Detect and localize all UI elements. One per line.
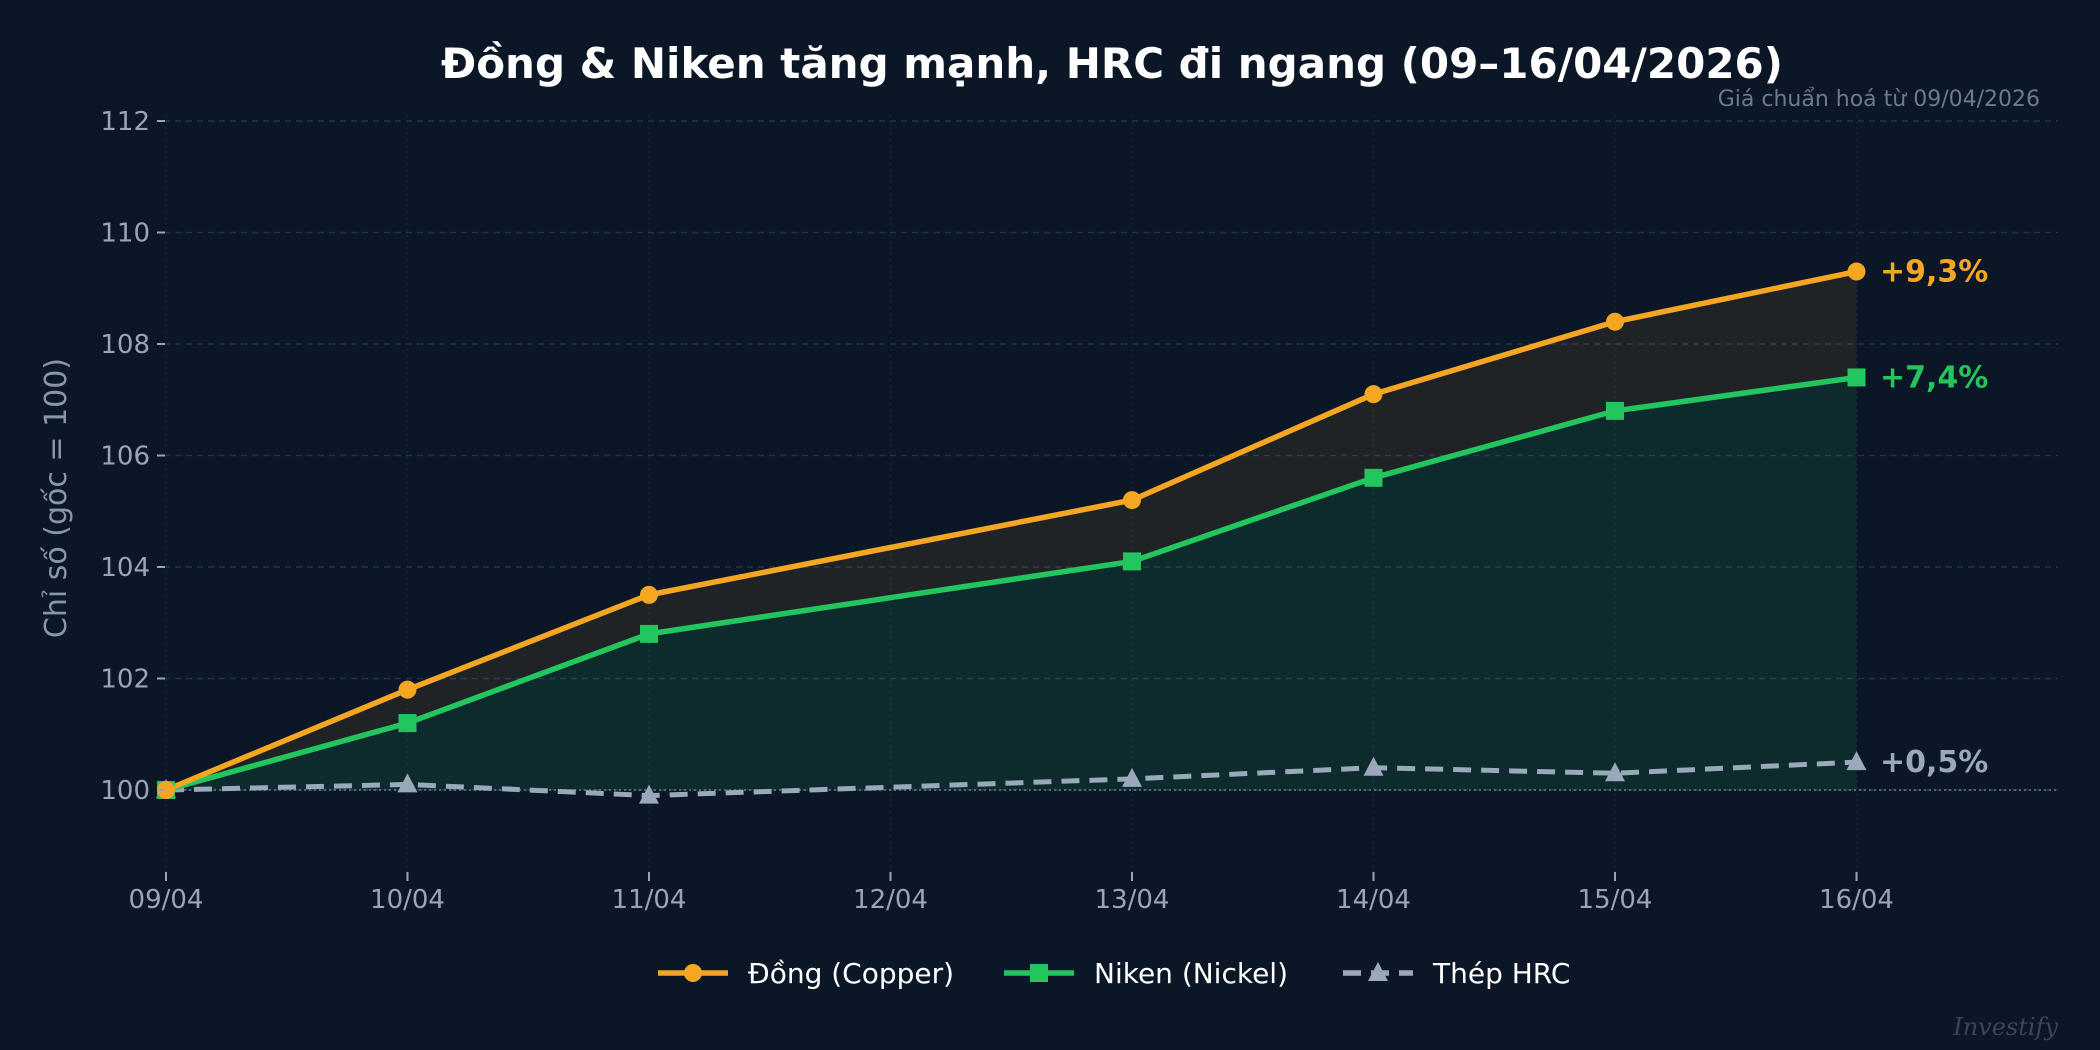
triangle-marker-icon xyxy=(397,773,418,793)
circle-marker-icon xyxy=(398,680,417,699)
square-marker-icon xyxy=(1606,401,1624,420)
x-tick-label: 12/04 xyxy=(853,885,928,915)
series-markers xyxy=(156,262,1867,804)
watermark: Investify xyxy=(1952,1013,2058,1041)
fill-nickel-baseline xyxy=(166,377,1857,790)
square-marker-icon xyxy=(1364,468,1383,487)
circle-marker-icon xyxy=(1847,262,1866,281)
legend-circle-icon xyxy=(684,964,702,982)
end-value-label: +0,5% xyxy=(1880,745,1988,780)
triangle-marker-icon xyxy=(1363,756,1384,776)
y-tick-label: 106 xyxy=(100,442,150,472)
triangle-marker-icon xyxy=(1122,767,1142,787)
x-tick-label: 13/04 xyxy=(1095,885,1170,915)
legend-label: Niken (Nickel) xyxy=(1094,957,1288,990)
x-tick-label: 16/04 xyxy=(1819,885,1894,915)
x-axis-ticks: 09/04 10/04 11/04 12/04 13/04 14/04 15/04 16/04 xyxy=(129,872,1894,915)
square-marker-icon xyxy=(1847,368,1866,387)
chart-subtitle: Giá chuẩn hoá từ 09/04/2026 xyxy=(1718,87,2040,112)
end-labels: +9,3% +7,4% +0,5% xyxy=(1880,255,1988,781)
y-tick-label: 108 xyxy=(100,330,150,360)
x-tick-label: 10/04 xyxy=(370,885,445,915)
y-tick-label: 102 xyxy=(100,665,150,695)
x-tick-label: 09/04 xyxy=(129,885,204,915)
square-marker-icon xyxy=(1123,552,1141,571)
triangle-marker-icon xyxy=(639,784,659,804)
x-tick-label: 15/04 xyxy=(1578,885,1653,915)
y-tick-label: 104 xyxy=(100,553,150,583)
x-tick-label: 11/04 xyxy=(612,885,687,915)
legend-item[interactable]: Thép HRC xyxy=(1343,957,1570,990)
triangle-marker-icon xyxy=(1846,751,1867,771)
circle-marker-icon xyxy=(640,585,658,604)
triangle-marker-icon xyxy=(1605,762,1625,782)
y-tick-label: 110 xyxy=(100,219,150,249)
fill-copper-nickel xyxy=(166,271,1857,790)
circle-marker-icon xyxy=(157,781,175,799)
y-tick-label: 112 xyxy=(100,107,150,137)
end-value-label: +7,4% xyxy=(1880,360,1988,395)
circle-marker-icon xyxy=(1364,385,1383,404)
y-tick-label: 100 xyxy=(100,776,150,806)
x-tick-label: 14/04 xyxy=(1336,885,1411,915)
legend-triangle-icon xyxy=(1368,962,1388,981)
square-marker-icon xyxy=(398,714,417,733)
y-axis-label: Chỉ số (gốc = 100) xyxy=(39,358,74,638)
chart-title: Đồng & Niken tăng mạnh, HRC đi ngang (09… xyxy=(441,39,1783,88)
square-marker-icon xyxy=(640,624,658,643)
legend-label: Thép HRC xyxy=(1432,957,1570,990)
circle-marker-icon xyxy=(1123,491,1141,510)
legend-item[interactable]: Đồng (Copper) xyxy=(658,957,954,990)
legend-label: Đồng (Copper) xyxy=(748,957,954,990)
legend: Đồng (Copper) Niken (Nickel) Thép HRC xyxy=(658,957,1570,990)
legend-square-icon xyxy=(1030,964,1048,982)
area-fills xyxy=(166,271,1857,790)
circle-marker-icon xyxy=(1606,312,1624,331)
legend-item[interactable]: Niken (Nickel) xyxy=(1004,957,1288,990)
y-axis-ticks: 100 102 104 106 108 110 112 xyxy=(100,107,165,806)
end-value-label: +9,3% xyxy=(1880,255,1988,290)
